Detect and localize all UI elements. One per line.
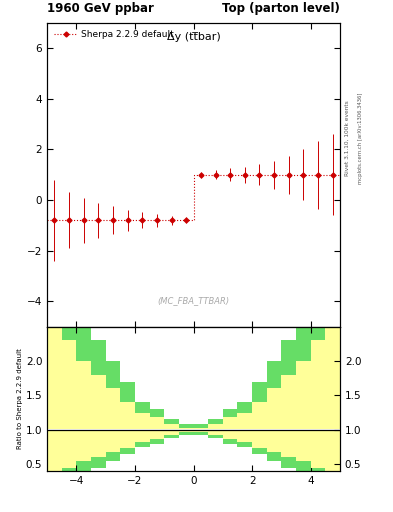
Legend: Sherpa 2.2.9 default: Sherpa 2.2.9 default [51, 28, 177, 42]
Text: Top (parton level): Top (parton level) [222, 3, 340, 15]
Text: Rivet 3.1.10, 100k events: Rivet 3.1.10, 100k events [345, 100, 350, 176]
Y-axis label: Ratio to Sherpa 2.2.9 default: Ratio to Sherpa 2.2.9 default [17, 348, 23, 449]
Text: 1960 GeV ppbar: 1960 GeV ppbar [47, 3, 154, 15]
Text: mcplots.cern.ch [arXiv:1306.3436]: mcplots.cern.ch [arXiv:1306.3436] [358, 93, 363, 184]
Text: Δy (tt̅bar): Δy (tt̅bar) [167, 32, 220, 42]
Text: (MC_FBA_TTBAR): (MC_FBA_TTBAR) [158, 296, 230, 305]
